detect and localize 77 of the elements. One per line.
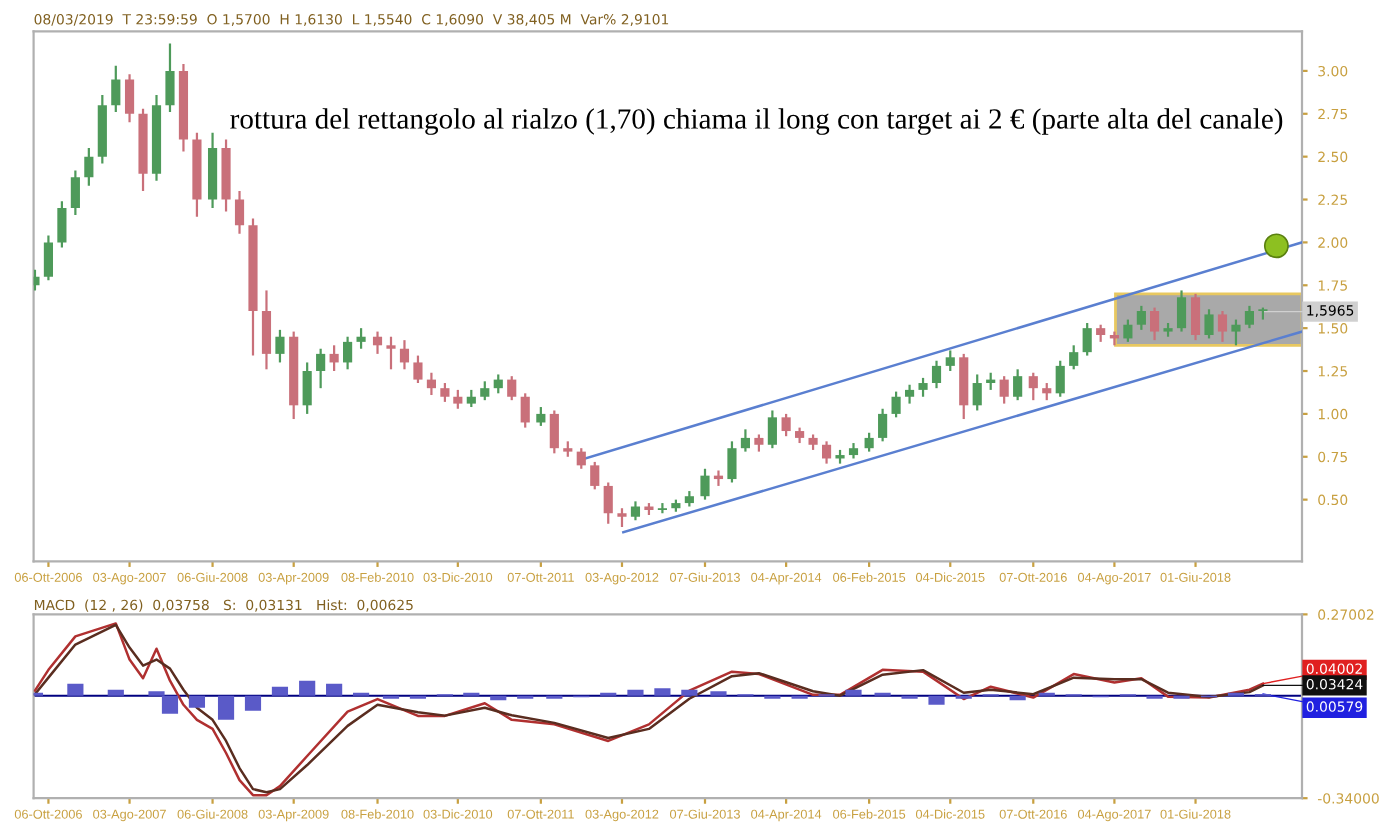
candlestick [70, 169, 80, 217]
bar [67, 683, 84, 696]
candlestick [386, 335, 396, 371]
bar [107, 689, 124, 696]
bar [681, 689, 698, 696]
candlestick [453, 388, 463, 410]
bar [244, 695, 262, 711]
candlestick [343, 335, 353, 371]
candlestick [1204, 308, 1214, 340]
candlestick [111, 64, 121, 114]
candlestick [1069, 344, 1079, 371]
candlestick [1136, 304, 1146, 331]
candlestick [507, 375, 517, 402]
bar [299, 680, 316, 696]
candlestick [590, 460, 600, 491]
bar [188, 695, 206, 708]
candlestick [657, 501, 667, 515]
candlestick [576, 447, 586, 470]
candlestick [549, 409, 559, 455]
candlestick [493, 373, 503, 395]
candlestick [972, 373, 982, 412]
candlestick [821, 440, 832, 465]
candlestick [617, 507, 627, 529]
candlestick [1217, 309, 1228, 343]
candlestick [904, 383, 915, 405]
bar [271, 686, 289, 696]
candlestick [1231, 318, 1241, 347]
candlestick [43, 234, 54, 282]
candlestick [536, 405, 546, 428]
candlestick [57, 200, 67, 249]
annotation: rottura del rettangolo al rialzo (1,70) chiama il long con target ai 2 € (parte alta del canale) [230, 108, 1283, 135]
candlestick [372, 330, 383, 355]
candlestick [275, 328, 285, 364]
candlestick [864, 431, 874, 453]
bar [928, 695, 945, 705]
candlestick [124, 73, 135, 124]
candlestick [480, 380, 490, 402]
candlestick [399, 339, 410, 371]
candlestick [356, 327, 366, 350]
candlestick [234, 189, 245, 235]
candlestick [727, 440, 737, 484]
candlestick [413, 354, 423, 385]
candlestick [700, 467, 710, 501]
bar [654, 688, 671, 696]
candlestick [302, 361, 312, 416]
candlestick [1176, 289, 1187, 333]
candlestick [918, 376, 928, 398]
candlestick [630, 500, 641, 522]
candlestick [1082, 321, 1092, 357]
bar [845, 689, 862, 696]
candlestick [426, 371, 437, 397]
bar [627, 689, 644, 696]
candlestick [767, 409, 777, 450]
bar [217, 695, 235, 720]
candlestick [1244, 304, 1255, 330]
candlestick [1028, 371, 1038, 402]
candlestick [1055, 359, 1065, 398]
candlestick [329, 344, 339, 373]
candlestick [84, 146, 94, 187]
candlestick [603, 481, 613, 525]
candlestick [878, 407, 888, 443]
candlestick [520, 392, 530, 429]
candlestick [316, 347, 326, 390]
candlestick [999, 375, 1009, 405]
candlestick [1149, 306, 1160, 342]
candlestick [931, 359, 942, 390]
candlestick [165, 42, 175, 114]
candlestick [891, 390, 901, 419]
candlestick [1013, 368, 1023, 402]
candlestick [1123, 318, 1133, 343]
candlestick [781, 412, 791, 438]
candlestick [1190, 292, 1201, 342]
bar [326, 683, 343, 696]
candlestick [740, 428, 751, 453]
candlestick [261, 289, 272, 371]
candlestick [945, 349, 955, 373]
candlestick [440, 381, 450, 403]
